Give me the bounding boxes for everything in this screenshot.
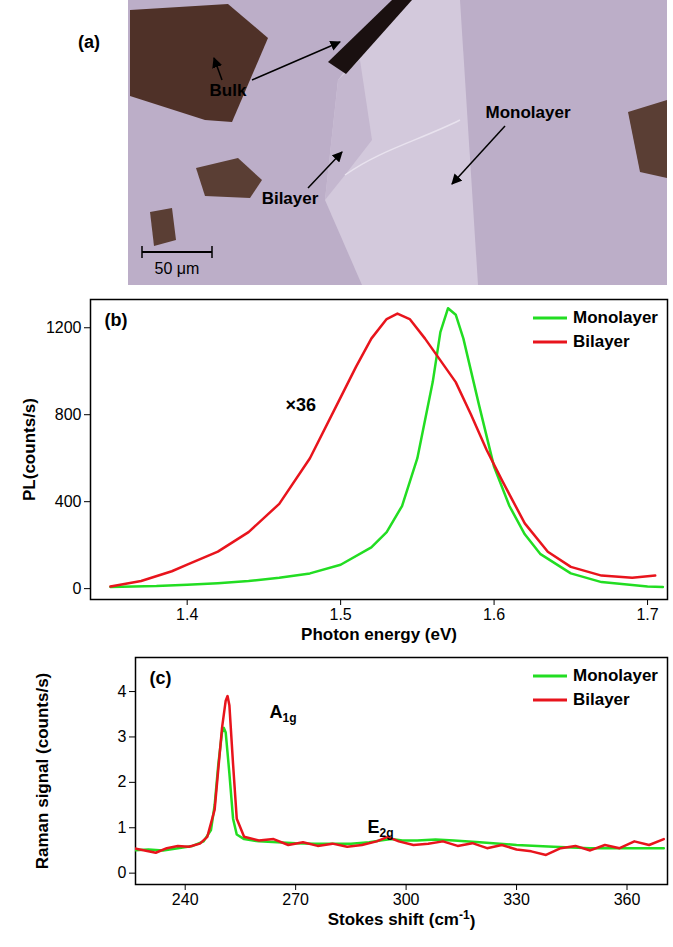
svg-text:400: 400 <box>55 493 82 510</box>
svg-text:0: 0 <box>118 864 127 881</box>
svg-text:(c): (c) <box>150 668 172 688</box>
svg-text:PL(counts/s): PL(counts/s) <box>20 398 39 501</box>
svg-text:E2g: E2g <box>367 817 393 840</box>
html-text:Monolayer: Monolayer <box>573 308 658 327</box>
svg-text:Stokes shift (cm-1): Stokes shift (cm-1) <box>328 908 476 931</box>
svg-text:1.5: 1.5 <box>330 606 352 623</box>
svg-text:1.7: 1.7 <box>636 606 658 623</box>
svg-text:(b): (b) <box>105 310 128 330</box>
svg-text:Monolayer: Monolayer <box>485 103 570 122</box>
svg-text:4: 4 <box>118 683 127 700</box>
svg-text:(a): (a) <box>78 32 100 52</box>
svg-text:2: 2 <box>118 773 127 790</box>
svg-text:330: 330 <box>503 891 530 908</box>
svg-text:270: 270 <box>282 891 309 908</box>
svg-text:0: 0 <box>73 580 82 597</box>
svg-text:Photon energy (eV): Photon energy (eV) <box>301 625 457 644</box>
html-text:Bilayer: Bilayer <box>573 690 630 709</box>
svg-text:1.4: 1.4 <box>176 606 198 623</box>
svg-text:800: 800 <box>55 406 82 423</box>
html-text:Bilayer: Bilayer <box>573 332 630 351</box>
svg-text:3: 3 <box>118 728 127 745</box>
svg-text:300: 300 <box>393 891 420 908</box>
svg-text:A1g: A1g <box>270 702 297 725</box>
svg-text:50 μm: 50 μm <box>155 260 200 277</box>
svg-text:Bilayer: Bilayer <box>262 189 319 208</box>
svg-text:360: 360 <box>614 891 641 908</box>
html-text:Monolayer: Monolayer <box>573 666 658 685</box>
svg-text:1200: 1200 <box>46 319 82 336</box>
svg-text:×36: ×36 <box>286 395 317 415</box>
svg-text:1: 1 <box>118 819 127 836</box>
svg-text:Bulk: Bulk <box>210 81 247 100</box>
svg-text:Raman signal (counts/s): Raman signal (counts/s) <box>33 673 52 869</box>
svg-text:240: 240 <box>172 891 199 908</box>
svg-text:1.6: 1.6 <box>483 606 505 623</box>
